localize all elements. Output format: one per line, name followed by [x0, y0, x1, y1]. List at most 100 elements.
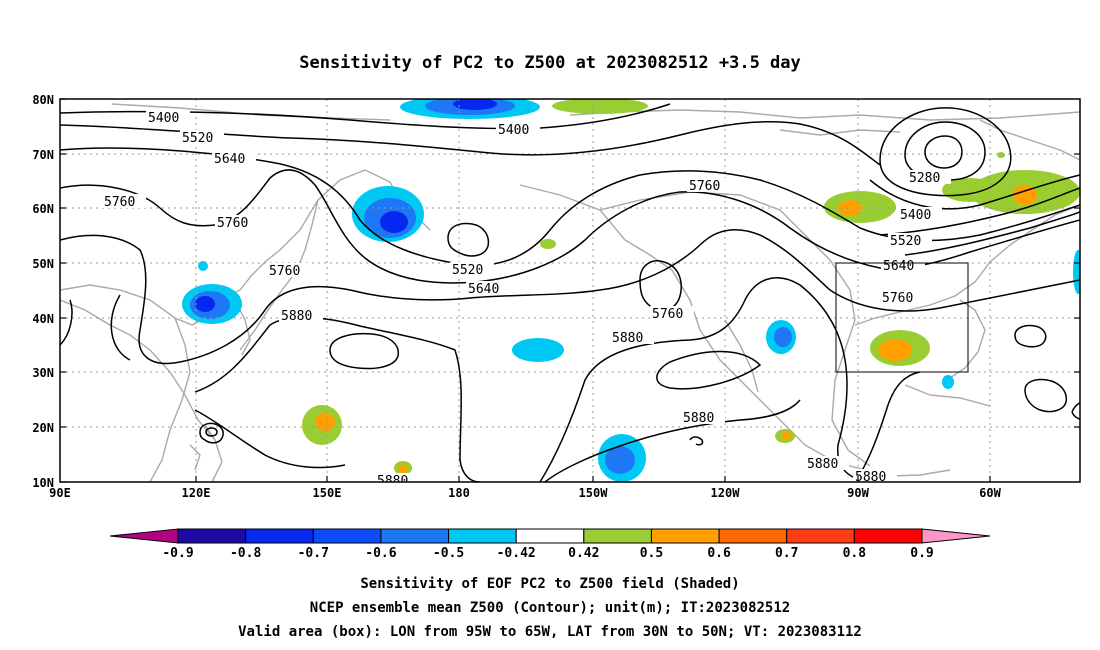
contour-closed-small4	[1071, 402, 1080, 421]
lon-label: 150E	[313, 486, 342, 500]
contour-label: 5880	[807, 457, 838, 472]
contour-label: 5880	[377, 474, 408, 489]
colorbar-swatch	[177, 528, 247, 544]
footer-line-3: Valid area (box): LON from 95W to 65W, L…	[238, 624, 862, 640]
lon-label: 120W	[711, 486, 741, 500]
footer-line-2: NCEP ensemble mean Z500 (Contour); unit(…	[310, 600, 790, 616]
lat-label: 20N	[32, 421, 54, 435]
colorbar-swatch	[312, 528, 382, 544]
contour-closed-small3	[689, 436, 704, 446]
contour-closed-dateline	[447, 222, 490, 257]
contour-label: 5760	[652, 307, 683, 322]
colorbar-label: -0.7	[298, 546, 329, 561]
contour-5880-g	[656, 350, 762, 390]
lat-label: 10N	[32, 476, 54, 490]
contour-label: 5880	[855, 470, 886, 485]
lat-label: 60N	[32, 202, 54, 216]
map-title: Sensitivity of PC2 to Z500 at 2023082512…	[299, 53, 801, 73]
lat-label: 50N	[32, 257, 54, 271]
contour-5640-east	[904, 211, 1080, 256]
colorbar-label: 0.9	[910, 546, 933, 561]
colorbar-label: 0.5	[640, 546, 663, 561]
colorbar-swatch	[245, 528, 314, 544]
contour-5520-east	[879, 187, 1080, 236]
contour-closed-small2	[205, 427, 218, 437]
lat-label: 30N	[32, 366, 54, 380]
colorbar: -0.9 -0.8 -0.7 -0.6 -0.5 -0.42 0.42 0.5 0.6 0.7 0.…	[109, 528, 991, 561]
lat-label: 40N	[32, 312, 54, 326]
contour-label: 5880	[612, 331, 643, 346]
colorbar-swatch	[448, 528, 517, 544]
contour-labels: 5400 5520 5640 5760 5760 5760 5880 5400 …	[102, 110, 951, 489]
colorbar-swatch	[786, 528, 855, 544]
contour-label: 5640	[468, 282, 499, 297]
colorbar-swatch	[380, 528, 450, 544]
colorbar-label: -0.6	[365, 546, 396, 561]
contour-label: 5520	[452, 263, 483, 278]
lon-label: 180	[448, 486, 470, 500]
footer-line-1: Sensitivity of EOF PC2 to Z500 field (Sh…	[360, 576, 739, 592]
contour-label: 5400	[148, 111, 179, 126]
contour-label: 5640	[214, 152, 245, 167]
lat-label: 70N	[32, 148, 54, 162]
contour-label: 5640	[883, 259, 914, 274]
lat-labels: 80N 70N 60N 50N 40N 30N 20N 10N	[32, 93, 54, 490]
contour-label: 5280	[909, 171, 940, 186]
colorbar-label: 0.42	[568, 546, 599, 561]
contour-5880-d	[854, 371, 921, 482]
colorbar-label: -0.8	[230, 546, 261, 561]
colorbar-swatch	[853, 528, 923, 544]
lon-label: 90W	[847, 486, 869, 500]
contour-5880-b	[194, 316, 481, 482]
map-panel: 5400 5520 5640 5760 5760 5760 5880 5400 …	[60, 99, 1080, 489]
colorbar-extend-high	[921, 528, 991, 544]
contour-label: 5760	[689, 179, 720, 194]
contour-label: 5760	[104, 195, 135, 210]
colorbar-label: 0.8	[843, 546, 867, 561]
colorbar-extend-low	[109, 528, 179, 544]
lon-label: 150W	[579, 486, 609, 500]
map-frame	[59, 98, 1081, 483]
contour-5880-f	[544, 399, 801, 482]
shading	[182, 99, 1080, 482]
lat-label: 80N	[32, 93, 54, 107]
contour-label: 5880	[281, 309, 312, 324]
colorbar-label: 0.6	[707, 546, 731, 561]
contour-5760-b	[60, 229, 1080, 365]
contour-label: 5520	[890, 234, 921, 249]
contour-5880-a	[60, 294, 131, 361]
colorbar-label: 0.7	[775, 546, 798, 561]
contour-closed-pac	[329, 332, 400, 370]
contour-label: 5400	[900, 208, 931, 223]
contour-label: 5520	[182, 131, 213, 146]
colorbar-label: -0.42	[497, 546, 536, 561]
contour-closed-ak	[639, 260, 682, 311]
lon-label: 90E	[49, 486, 71, 500]
contour-5880-c	[539, 277, 861, 482]
contour-closed-atl2	[1014, 324, 1047, 348]
contour-label: 5880	[683, 411, 714, 426]
colorbar-swatch	[650, 528, 720, 544]
colorbar-swatch	[583, 528, 652, 544]
contour-closed-atl	[1024, 378, 1068, 413]
contour-5400-east	[869, 174, 1080, 210]
contour-label: 5760	[269, 264, 300, 279]
colorbar-label: -0.9	[162, 546, 193, 561]
contour-label: 5760	[882, 291, 913, 306]
contour-5280-low	[879, 107, 1012, 197]
colorbar-swatch	[718, 528, 788, 544]
contour-low-core	[924, 135, 963, 169]
lon-labels: 90E 120E 150E 180 150W 120W 90W 60W	[49, 486, 1001, 500]
contour-label: 5760	[217, 216, 248, 231]
colorbar-swatch	[515, 528, 585, 544]
contour-5880-e	[194, 409, 346, 469]
contour-label: 5400	[498, 123, 529, 138]
contour-5520-west	[60, 121, 881, 166]
lon-label: 60W	[979, 486, 1001, 500]
valid-area-box	[835, 262, 969, 373]
axis-ticks	[60, 98, 1080, 483]
contour-closed-small1	[199, 422, 224, 444]
lon-label: 120E	[182, 486, 211, 500]
colorbar-label: -0.5	[433, 546, 464, 561]
